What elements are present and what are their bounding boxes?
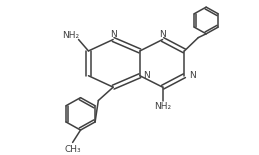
Text: N: N <box>159 30 166 39</box>
Text: NH₂: NH₂ <box>154 102 171 111</box>
Text: NH₂: NH₂ <box>62 31 79 40</box>
Text: N: N <box>143 71 150 80</box>
Text: CH₃: CH₃ <box>64 145 81 154</box>
Text: N: N <box>110 30 117 39</box>
Text: N: N <box>189 71 196 80</box>
